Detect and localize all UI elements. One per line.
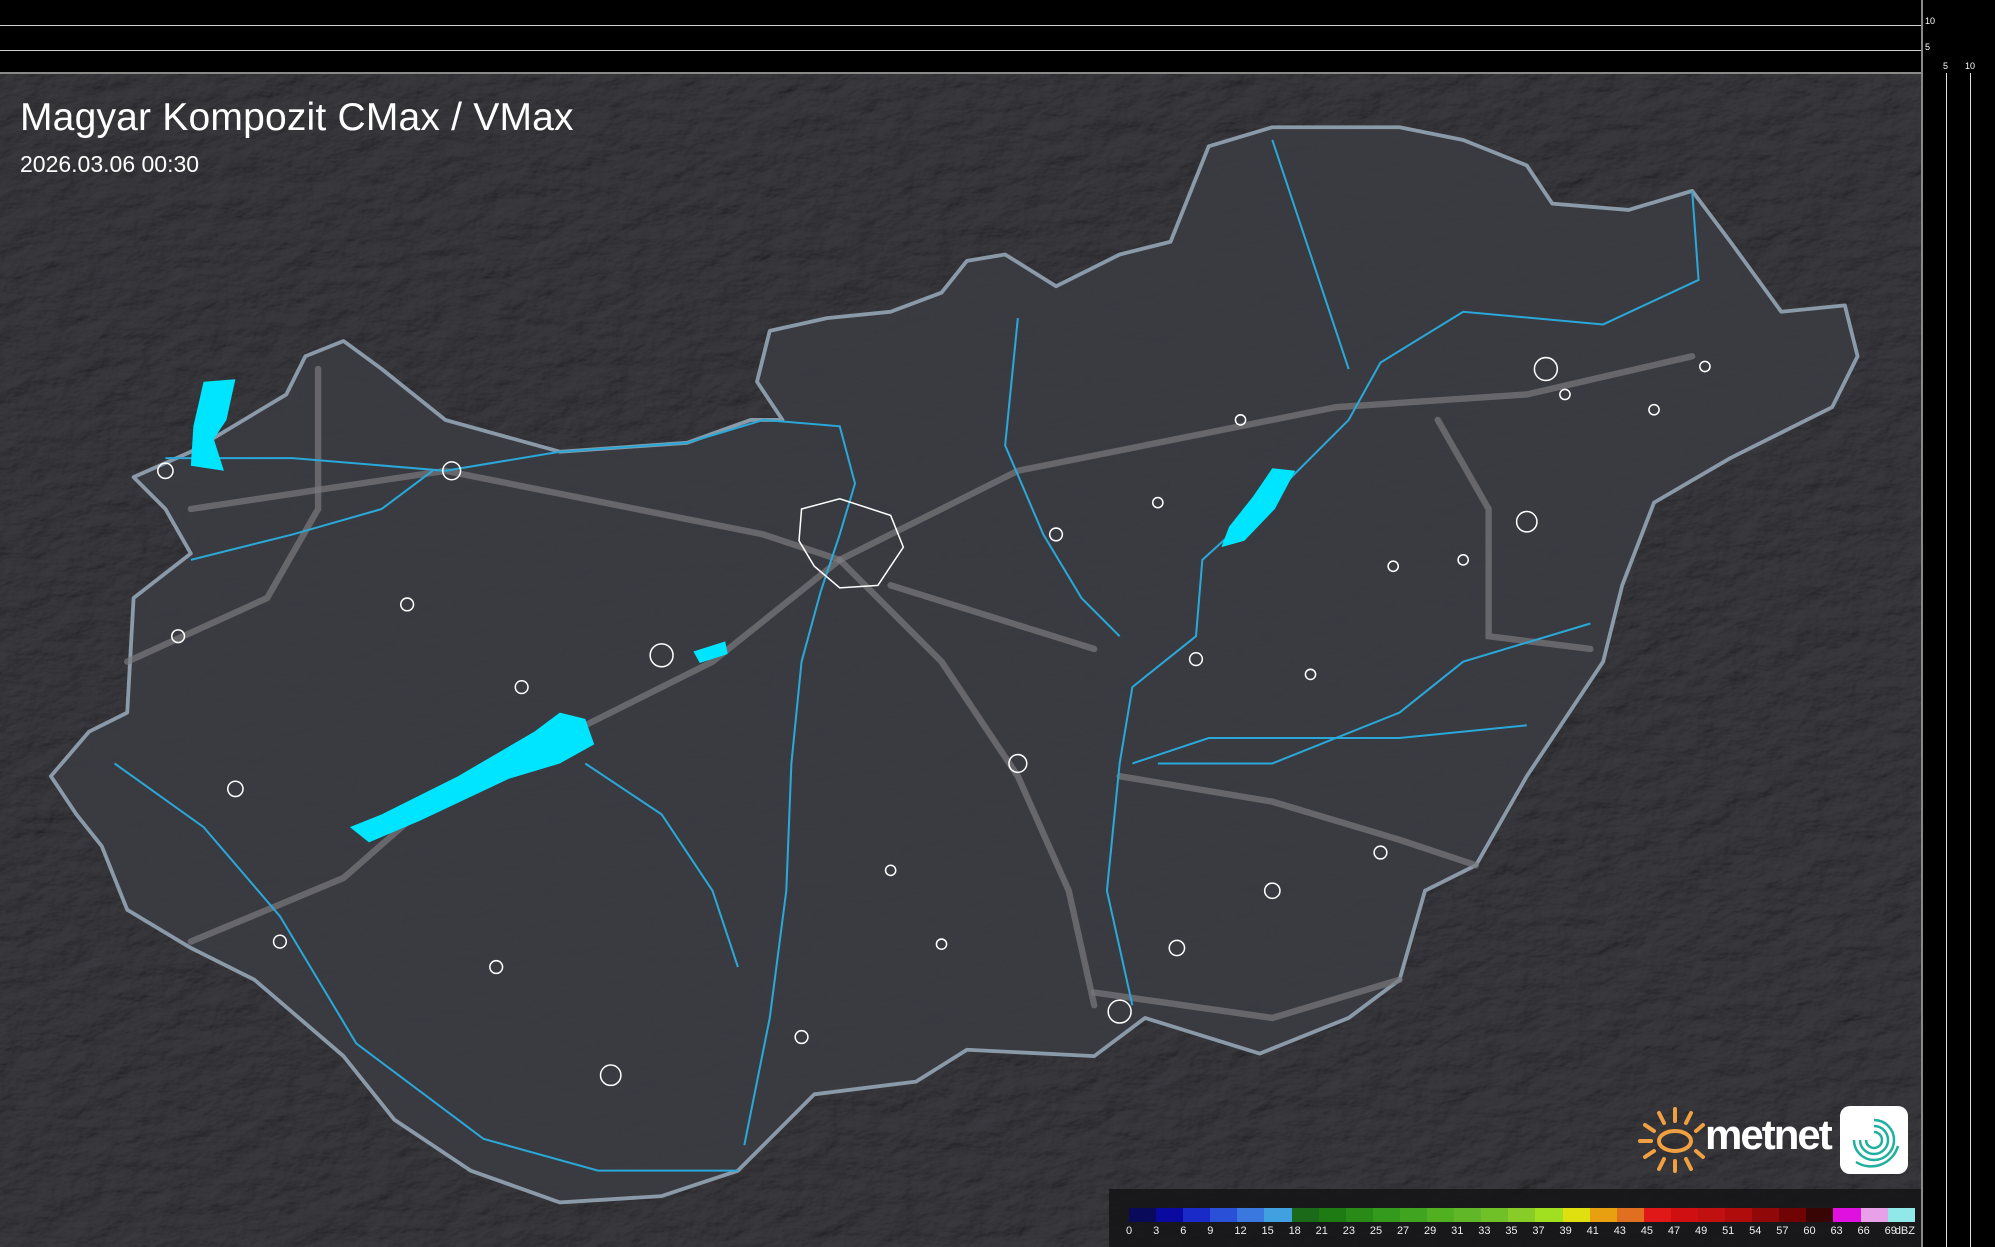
scale-line-10: [0, 25, 1921, 26]
legend-swatch: [1427, 1208, 1455, 1222]
legend-swatch: [1752, 1208, 1780, 1222]
legend-label: 12: [1234, 1225, 1247, 1237]
river-sio: [584, 762, 739, 968]
legend-swatch: [1697, 1208, 1726, 1222]
river-zagyva: [1004, 318, 1121, 637]
legend-label: 31: [1451, 1225, 1464, 1237]
river-drava: [113, 762, 738, 1172]
legend-label: 23: [1342, 1225, 1355, 1237]
legend-swatch: [1318, 1208, 1346, 1222]
legend-swatch: [1129, 1208, 1157, 1222]
dbz-color-legend: 0 3 6 9 12 15 18 21 23 25 27 29 31 33 35 37 39 41 43 45 47 49…: [1109, 1189, 1921, 1247]
lake-balaton: [349, 712, 595, 843]
legend-label: 45: [1640, 1225, 1654, 1237]
legend-label: 63: [1830, 1225, 1843, 1237]
roads: [124, 353, 1696, 1022]
scale-label-h5: 5: [1943, 61, 1949, 71]
legend-swatch: [1291, 1208, 1319, 1222]
scale-label-h10: 10: [1965, 61, 1976, 71]
legend-label: 27: [1396, 1225, 1410, 1237]
river-sajo: [1271, 139, 1350, 370]
legend-labels: 0 3 6 9 12 15 18 21 23 25 27 29 31 33 35 37 39 41 43 45 47 49…: [1126, 1225, 1915, 1237]
legend-label: 35: [1505, 1225, 1518, 1237]
legend-swatch: [1210, 1208, 1238, 1222]
map-top-border: [0, 72, 1995, 74]
swirl-app-icon: [1840, 1106, 1908, 1174]
legend-swatch: [1237, 1208, 1265, 1222]
legend-label: 0: [1126, 1225, 1133, 1237]
legend-swatch: [1833, 1208, 1861, 1222]
legend-swatch: [1454, 1208, 1482, 1222]
legend-label: 54: [1749, 1225, 1762, 1237]
legend-label: 69: [1884, 1225, 1897, 1237]
map-timestamp: 2026.03.06 00:30: [20, 151, 200, 177]
legend-swatch: [1508, 1208, 1536, 1222]
legend-label: 47: [1667, 1225, 1681, 1237]
legend-swatch: [1264, 1208, 1292, 1222]
legend-swatch: [1156, 1208, 1184, 1222]
legend-unit: dBZ: [1894, 1225, 1915, 1237]
legend-swatch: [1779, 1208, 1807, 1222]
scale-line-5: [0, 50, 1921, 51]
lake-velence: [693, 641, 728, 663]
river-maros: [1132, 724, 1527, 765]
map-title: Magyar Kompozit CMax / VMax: [20, 96, 574, 139]
legend-label: 66: [1857, 1225, 1870, 1237]
lakes: [190, 379, 1296, 843]
top-scale-bar: [0, 0, 1995, 73]
legend-swatch: [1183, 1208, 1211, 1222]
legend-label: 57: [1776, 1225, 1789, 1237]
scale-label-v10: 10: [1925, 16, 1936, 26]
budapest-outline: [798, 498, 905, 589]
legend-label: 41: [1586, 1225, 1599, 1237]
legend-label: 21: [1315, 1225, 1328, 1237]
river-danube: [165, 418, 857, 1146]
lake-tisza: [1221, 468, 1296, 548]
legend-color-bar: [1129, 1208, 1915, 1222]
river-koros: [1157, 622, 1591, 765]
scale-vline-5: [1946, 73, 1947, 1247]
metnet-wordmark: metnet: [1705, 1111, 1833, 1158]
legend-swatch: [1643, 1208, 1671, 1222]
legend-swatch: [1562, 1208, 1590, 1222]
legend-label: 15: [1261, 1225, 1274, 1237]
legend-label: 3: [1153, 1225, 1160, 1237]
legend-swatch: [1725, 1208, 1753, 1222]
settlement-outlines: [157, 356, 1711, 1087]
lake-ferto: [190, 379, 236, 471]
legend-swatch: [1399, 1208, 1428, 1222]
legend-label: 6: [1180, 1225, 1187, 1237]
legend-label: 37: [1532, 1225, 1545, 1237]
scale-label-v5: 5: [1925, 42, 1931, 52]
legend-swatch: [1616, 1208, 1644, 1222]
rivers: [113, 139, 1700, 1172]
legend-label: 25: [1369, 1225, 1383, 1237]
legend-label: 49: [1694, 1225, 1708, 1237]
legend-label: 51: [1722, 1225, 1735, 1237]
legend-label: 33: [1478, 1225, 1491, 1237]
legend-swatch: [1860, 1208, 1888, 1222]
legend-swatch: [1589, 1208, 1617, 1222]
metnet-logo: metnet: [1637, 1105, 1912, 1175]
legend-swatch: [1345, 1208, 1373, 1222]
legend-swatch: [1481, 1208, 1509, 1222]
legend-label: 39: [1559, 1225, 1572, 1237]
legend-swatch: [1535, 1208, 1563, 1222]
sun-icon: [1638, 1107, 1705, 1173]
legend-swatch: [1670, 1208, 1698, 1222]
legend-label: 18: [1288, 1225, 1301, 1237]
legend-swatch: [1887, 1208, 1915, 1222]
river-raba: [190, 469, 434, 561]
right-scale-strip: [1921, 0, 1995, 1247]
legend-label: 9: [1207, 1225, 1214, 1237]
legend-swatch: [1806, 1208, 1834, 1222]
legend-label: 43: [1613, 1225, 1626, 1237]
scale-vline-10: [1970, 73, 1971, 1247]
legend-label: 60: [1803, 1225, 1816, 1237]
legend-swatch: [1372, 1208, 1400, 1222]
legend-label: 29: [1424, 1225, 1437, 1237]
